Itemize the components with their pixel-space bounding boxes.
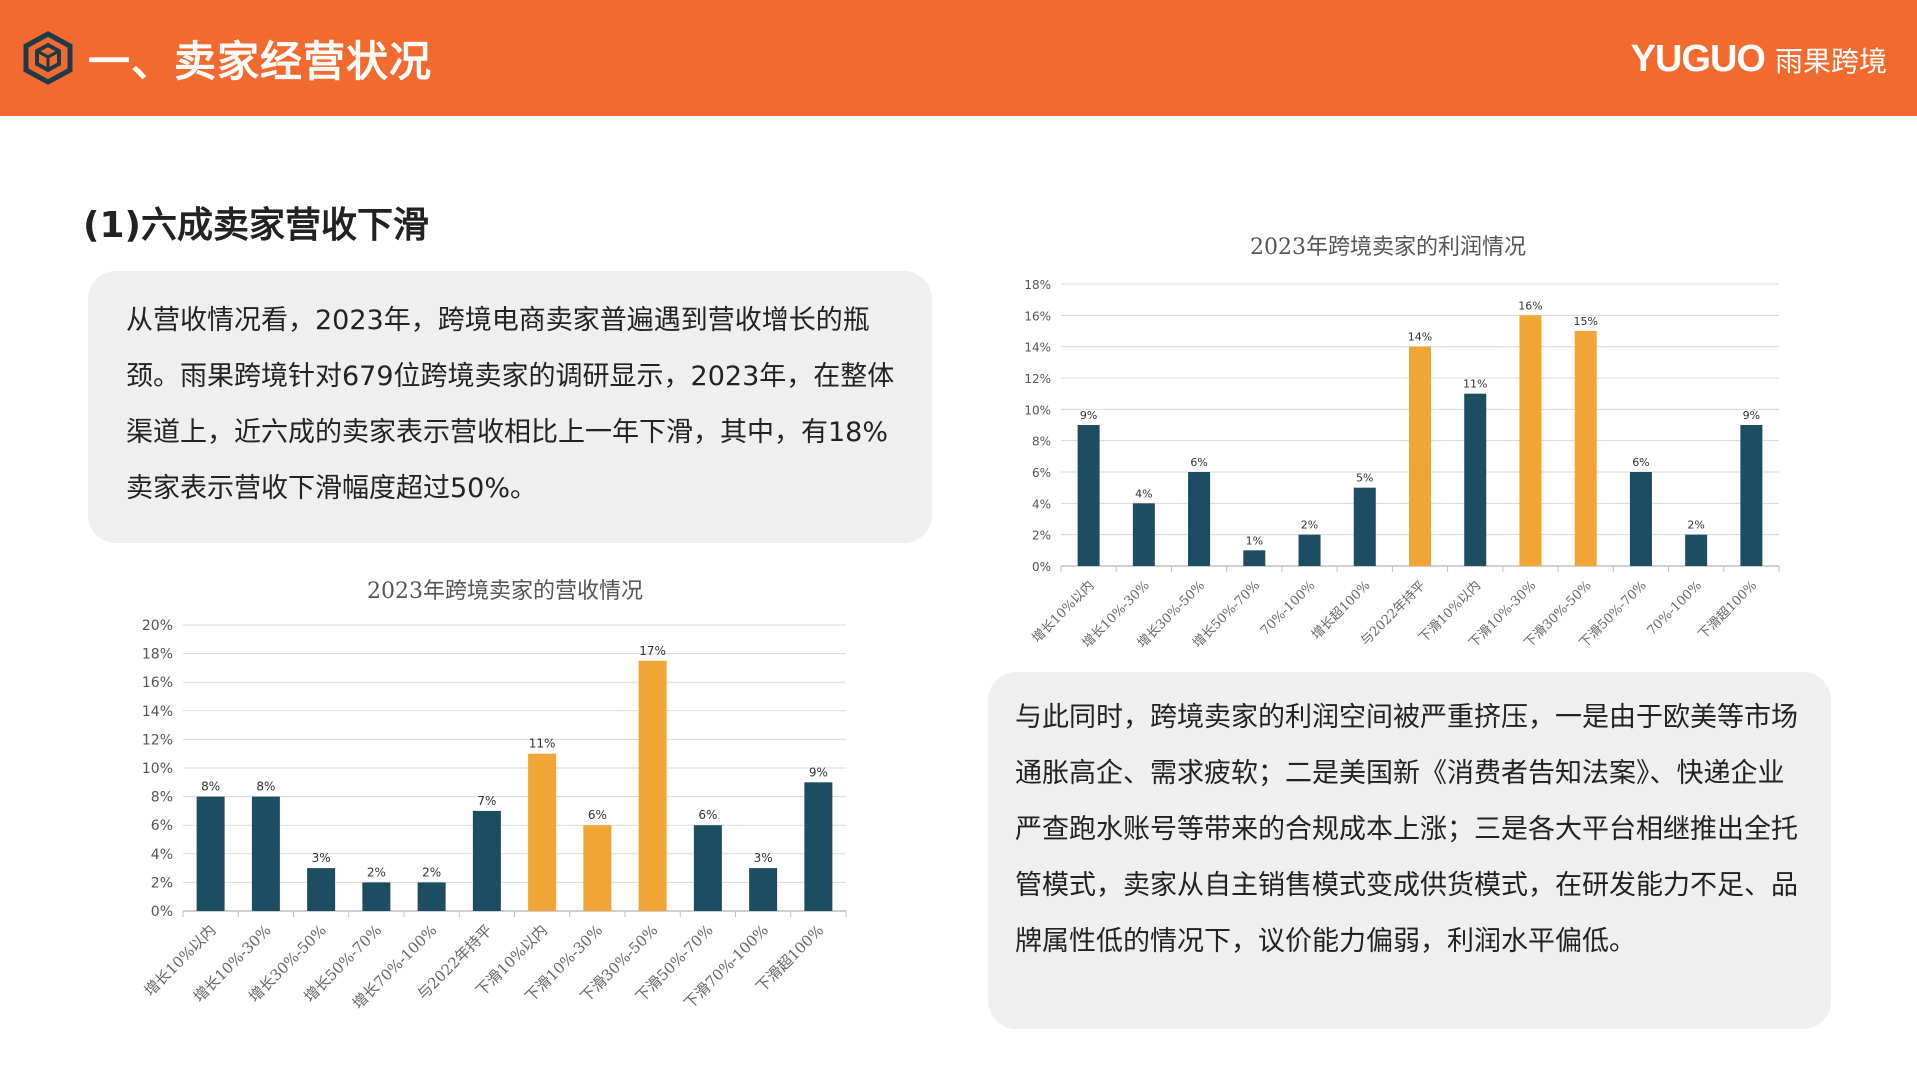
bar — [1519, 315, 1542, 566]
data-label: 14% — [1408, 331, 1432, 344]
bar — [1353, 487, 1376, 566]
y-tick-label: 16% — [1024, 309, 1051, 323]
bar — [1740, 425, 1763, 566]
y-tick-label: 0% — [151, 904, 173, 920]
data-label: 5% — [1356, 472, 1373, 485]
logo-cn: 雨果跨境 — [1774, 45, 1887, 78]
data-label: 2% — [1301, 519, 1318, 532]
bar — [251, 796, 280, 911]
bar — [307, 868, 336, 911]
chart-title: 2023年跨境卖家的营收情况 — [367, 579, 643, 604]
hexagon-cube-icon — [23, 31, 73, 85]
y-tick-label: 12% — [142, 732, 173, 748]
bar — [1464, 393, 1487, 566]
bar — [196, 796, 225, 911]
y-tick-label: 2% — [1032, 529, 1051, 543]
data-label: 6% — [1632, 456, 1649, 469]
brand-logo: YUGUO 雨果跨境 — [1631, 38, 1887, 81]
data-label: 4% — [1135, 487, 1152, 500]
y-tick-label: 6% — [1032, 466, 1051, 480]
data-label: 2% — [367, 865, 386, 879]
bar — [1188, 472, 1211, 566]
data-label: 15% — [1573, 315, 1597, 328]
bar — [1243, 550, 1266, 566]
data-label: 7% — [477, 794, 496, 808]
y-tick-label: 10% — [142, 761, 173, 777]
bar — [1685, 534, 1708, 566]
y-tick-label: 18% — [1024, 278, 1051, 292]
data-label: 9% — [809, 765, 828, 779]
bar — [693, 825, 722, 911]
data-label: 6% — [698, 808, 717, 822]
y-tick-label: 4% — [151, 847, 173, 863]
revenue-text-box: 从营收情况看，2023年，跨境电商卖家普遍遇到营收增长的瓶颈。雨果跨境针对679… — [88, 271, 932, 543]
bar — [804, 782, 833, 911]
y-tick-label: 2% — [151, 875, 173, 891]
data-label: 8% — [201, 780, 220, 794]
y-tick-label: 12% — [1024, 372, 1051, 386]
data-label: 1% — [1246, 534, 1263, 547]
x-tick-label: 70%-100% — [1258, 578, 1318, 638]
bar — [1077, 425, 1100, 566]
bar — [1132, 503, 1155, 566]
bar — [583, 825, 612, 911]
x-tick-label: 下滑超100% — [1696, 578, 1760, 642]
data-label: 2% — [422, 865, 441, 879]
data-label: 11% — [1463, 378, 1487, 391]
bar — [1629, 472, 1652, 566]
bar — [1574, 331, 1597, 566]
y-tick-label: 18% — [142, 647, 173, 663]
data-label: 17% — [639, 644, 666, 658]
logo-en: YUGUO — [1630, 38, 1766, 80]
y-tick-label: 8% — [151, 790, 173, 806]
y-tick-label: 10% — [1024, 403, 1051, 417]
y-tick-label: 4% — [1032, 497, 1051, 511]
bar — [1409, 346, 1431, 566]
header-bar: 一、卖家经营状况 YUGUO 雨果跨境 — [0, 0, 1917, 116]
bar — [1298, 534, 1321, 566]
data-label: 3% — [754, 851, 773, 865]
data-label: 2% — [1687, 519, 1704, 532]
data-label: 3% — [312, 851, 331, 865]
data-label: 8% — [256, 780, 275, 794]
data-label: 6% — [588, 808, 607, 822]
bar — [472, 810, 501, 911]
y-tick-label: 16% — [142, 675, 173, 691]
bar — [638, 660, 667, 911]
y-tick-label: 0% — [1032, 560, 1051, 574]
data-label: 9% — [1743, 409, 1760, 422]
y-tick-label: 20% — [142, 618, 173, 634]
y-tick-label: 14% — [142, 704, 173, 720]
data-label: 16% — [1518, 299, 1542, 312]
x-tick-label: 70%-100% — [1645, 578, 1705, 638]
bar — [417, 882, 446, 911]
chart-title: 2023年跨境卖家的利润情况 — [1250, 235, 1526, 260]
bar — [749, 868, 778, 911]
data-label: 9% — [1080, 409, 1097, 422]
bar — [528, 753, 557, 911]
data-label: 6% — [1190, 456, 1207, 469]
y-tick-label: 8% — [1032, 435, 1051, 449]
section-subtitle: (1)六成卖家营收下滑 — [83, 205, 429, 246]
y-tick-label: 6% — [151, 818, 173, 834]
y-tick-label: 14% — [1024, 341, 1051, 355]
page-title: 一、卖家经营状况 — [88, 37, 433, 86]
bar — [362, 882, 391, 911]
profit-text-box: 与此同时，跨境卖家的利润空间被严重挤压，一是由于欧美等市场通胀高企、需求疲软；二… — [988, 672, 1831, 1029]
data-label: 11% — [529, 737, 556, 751]
